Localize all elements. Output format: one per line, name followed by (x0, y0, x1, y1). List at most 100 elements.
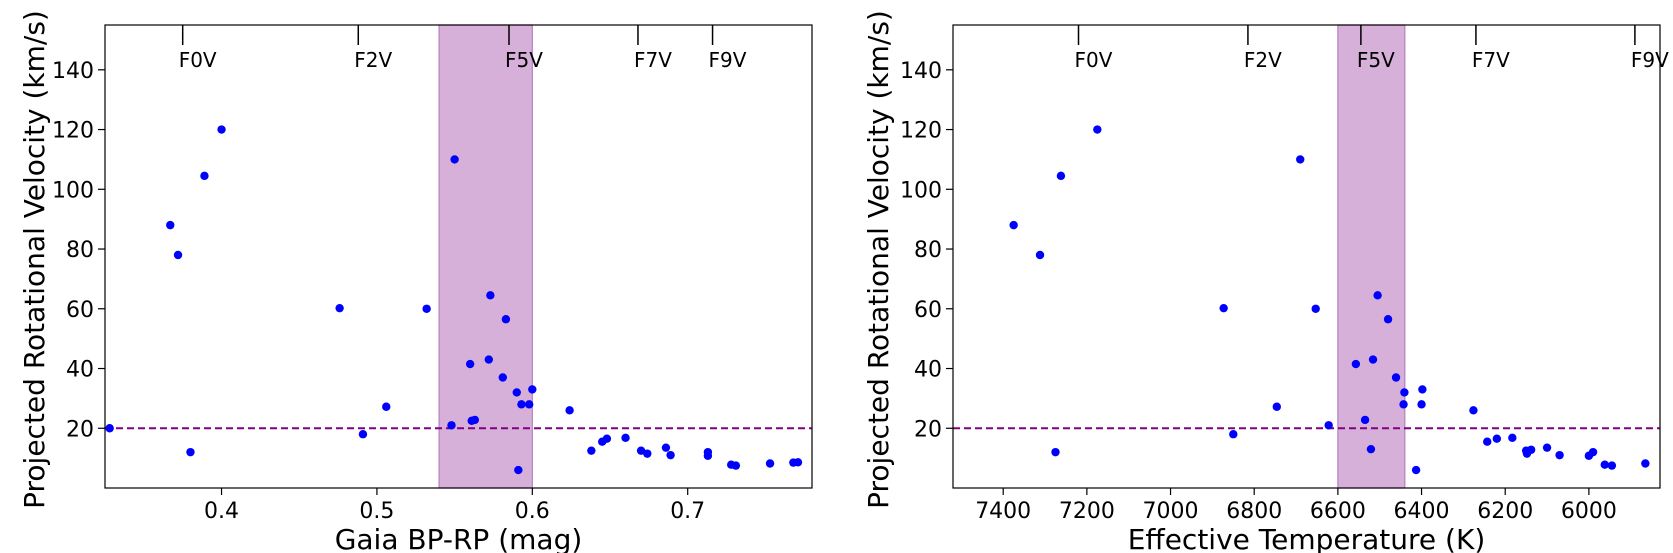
y-ticks-layer: 20 40 60 80 100 120 140 (52, 59, 105, 442)
data-point (1588, 447, 1598, 457)
data-point (1417, 400, 1426, 409)
data-point (1492, 434, 1502, 443)
data-point (486, 291, 495, 300)
data-point (1229, 430, 1238, 439)
x-axis-label: Effective Temperature (K) (1128, 523, 1486, 553)
y-tick-label: 60 (914, 298, 942, 323)
data-point (335, 303, 344, 313)
data-point (1411, 465, 1421, 475)
x-tick-label: 7000 (1143, 499, 1199, 524)
plot-frame (952, 24, 1661, 489)
data-point (1508, 433, 1517, 443)
data-point (703, 451, 713, 460)
x-tick-label: 7200 (1059, 499, 1115, 524)
x-tick-label: 6600 (1310, 499, 1366, 524)
spectral-marker-label: F0V (1075, 48, 1113, 72)
y-tick-label: 100 (900, 178, 942, 203)
data-point (1400, 388, 1409, 397)
data-point (514, 465, 523, 475)
data-point (565, 406, 574, 415)
data-point (1373, 291, 1382, 300)
data-point (1542, 443, 1552, 452)
plot-frame (104, 24, 813, 489)
data-point (200, 171, 209, 181)
data-point (512, 388, 521, 397)
data-point (422, 304, 431, 313)
data-point (731, 461, 741, 470)
data-point (186, 447, 195, 457)
highlight-band (1337, 24, 1406, 489)
data-point (1296, 155, 1305, 164)
data-point (602, 434, 612, 443)
data-point (484, 355, 493, 364)
data-point (765, 459, 775, 468)
data-point (517, 400, 526, 409)
data-point (525, 400, 534, 409)
data-point (1366, 444, 1376, 454)
y-ticks-layer: 20 40 60 80 100 120 140 (900, 59, 953, 442)
spectral-marker-label: F5V (505, 48, 543, 72)
x-tick-label: 6400 (1394, 499, 1450, 524)
data-point (1009, 220, 1018, 230)
data-point (1051, 447, 1060, 457)
data-point (501, 315, 511, 324)
y-tick-label: 20 (66, 417, 94, 442)
data-point (1555, 450, 1564, 460)
data-point (450, 155, 459, 164)
data-point (666, 450, 675, 460)
data-point (1600, 460, 1609, 469)
highlight-band (438, 24, 533, 489)
highlight-band-layer (438, 24, 533, 489)
y-axis-label: Projected Rotational Velocity (km/s) (18, 10, 51, 509)
data-point (1399, 400, 1408, 409)
y-tick-label: 40 (66, 358, 94, 383)
data-point (447, 421, 456, 430)
x-ticks-layer: 0.4 0.5 0.6 0.7 (204, 488, 705, 524)
data-point (358, 430, 368, 439)
y-tick-label: 60 (66, 298, 94, 323)
x-ticks-layer: 7400 7200 7000 6800 6600 6400 6200 6000 (975, 488, 1617, 524)
spectral-marker-label: F7V (634, 48, 672, 72)
data-point (498, 373, 507, 382)
spectral-markers-layer: F0V F2V F5V F7V F9V (179, 25, 747, 72)
data-point (661, 443, 671, 452)
y-tick-label: 100 (52, 178, 94, 203)
data-point (636, 446, 646, 455)
spectral-marker-label: F9V (1631, 48, 1669, 72)
data-point (382, 402, 391, 411)
data-point (1324, 421, 1333, 430)
data-point (173, 250, 183, 260)
spectral-markers-layer: F0V F2V F5V F7V F9V (1075, 25, 1669, 72)
data-point (1093, 125, 1102, 134)
x-tick-label: 6000 (1561, 499, 1617, 524)
data-point (1351, 359, 1361, 369)
x-tick-label: 0.6 (515, 499, 550, 524)
data-point (1641, 459, 1650, 468)
data-point (1418, 385, 1427, 394)
spectral-marker-label: F0V (179, 48, 217, 72)
data-point (166, 220, 175, 230)
y-tick-label: 120 (52, 119, 94, 144)
spectral-marker-label: F5V (1357, 48, 1395, 72)
data-point (1311, 304, 1320, 313)
y-tick-label: 80 (66, 238, 94, 263)
bp-rp-panel: F0V F2V F5V F7V F9V 0.4 0.5 0.6 0.7 20 40 60 80 100… (18, 10, 813, 553)
data-point (1383, 315, 1393, 324)
teff-panel: F0V F2V F5V F7V F9V 7400 7200 7000 6800 6600 6400… (862, 10, 1669, 553)
y-tick-label: 120 (900, 119, 942, 144)
data-point (1219, 303, 1228, 313)
data-point (643, 449, 652, 458)
spectral-marker-label: F9V (709, 48, 747, 72)
x-tick-label: 0.7 (670, 499, 705, 524)
points-layer (1009, 125, 1650, 475)
data-point (105, 424, 114, 433)
data-point (465, 359, 475, 369)
x-axis-label: Gaia BP-RP (mag) (335, 523, 583, 553)
data-point (793, 458, 803, 467)
y-tick-label: 80 (914, 238, 942, 263)
x-tick-label: 0.4 (204, 499, 239, 524)
y-tick-label: 40 (914, 358, 942, 383)
y-tick-label: 20 (914, 417, 942, 442)
data-point (1483, 437, 1492, 446)
